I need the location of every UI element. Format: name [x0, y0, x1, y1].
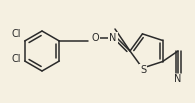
Text: N: N [174, 74, 182, 84]
Text: Cl: Cl [11, 54, 21, 64]
Text: O: O [91, 33, 99, 43]
Text: N: N [109, 33, 117, 43]
Text: Cl: Cl [11, 29, 21, 39]
Text: S: S [140, 65, 146, 75]
